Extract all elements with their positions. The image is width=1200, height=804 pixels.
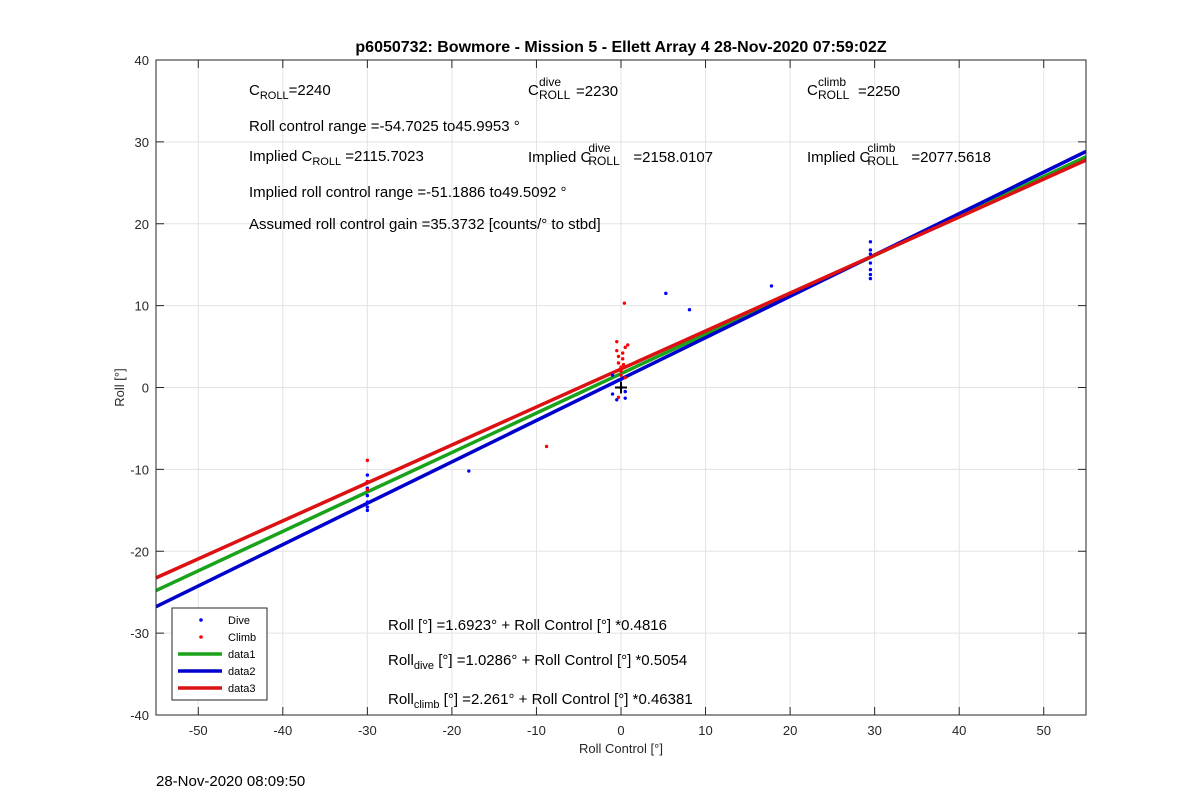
point-climb xyxy=(615,339,619,344)
x-tick-label: 50 xyxy=(1036,723,1050,738)
point-dive xyxy=(467,469,471,473)
legend-label-dive: Dive xyxy=(228,615,250,627)
y-tick-label: -40 xyxy=(130,708,149,723)
point-dive xyxy=(868,248,873,252)
legend-marker-dive xyxy=(199,618,203,622)
point-climb xyxy=(616,354,621,359)
point-dive xyxy=(610,373,615,377)
x-tick-label: 0 xyxy=(617,723,624,738)
point-dive xyxy=(610,381,615,386)
x-axis-label: Roll Control [°] xyxy=(579,741,663,756)
point-climb xyxy=(365,488,370,492)
footer-timestamp: 28-Nov-2020 08:09:50 xyxy=(156,773,306,790)
y-tick-label: 20 xyxy=(135,217,149,232)
point-dive xyxy=(365,493,370,498)
point-dive xyxy=(868,272,873,277)
point-dive xyxy=(687,308,692,312)
assumed-gain-annotation: Assumed roll control gain =35.3732 [coun… xyxy=(249,216,601,233)
point-dive xyxy=(619,377,623,382)
y-tick-label: 10 xyxy=(135,299,149,314)
point-dive xyxy=(615,398,619,402)
y-tick-label: -10 xyxy=(130,462,149,477)
point-climb xyxy=(620,351,625,355)
fit-dive-annotation: Rolldive [°] =1.0286° + Roll Control [°]… xyxy=(388,652,688,672)
y-tick-label: 40 xyxy=(135,53,149,68)
point-dive xyxy=(623,389,627,394)
point-dive xyxy=(868,240,873,244)
point-climb xyxy=(616,395,621,400)
fit-climb-annotation: Rollclimb [°] =2.261° + Roll Control [°]… xyxy=(388,691,693,711)
x-tick-label: 40 xyxy=(952,723,966,738)
x-tick-label: 30 xyxy=(867,723,881,738)
point-dive xyxy=(868,267,873,272)
x-tick-label: 20 xyxy=(783,723,797,738)
point-climb xyxy=(622,301,627,305)
point-climb xyxy=(365,458,370,463)
point-climb xyxy=(620,357,625,361)
x-tick-label: -10 xyxy=(527,723,546,738)
point-dive xyxy=(365,505,370,509)
point-climb xyxy=(619,365,623,369)
point-dive xyxy=(868,252,873,256)
y-tick-label: 30 xyxy=(135,135,149,150)
point-climb xyxy=(544,444,549,449)
chart-title: p6050732: Bowmore - Mission 5 - Ellett A… xyxy=(355,39,886,56)
point-dive xyxy=(664,291,668,296)
point-dive xyxy=(365,508,370,513)
fit-line-data3 xyxy=(156,158,1086,580)
point-climb xyxy=(619,369,623,373)
y-axis-label: Roll [°] xyxy=(112,368,127,406)
point-dive xyxy=(365,500,370,504)
fit-all-annotation: Roll [°] =1.6923° + Roll Control [°] *0.… xyxy=(388,617,667,634)
legend-marker-climb xyxy=(199,635,203,639)
point-dive xyxy=(868,261,873,265)
roll-control-range-annotation: Roll control range =-54.7025 to45.9953 ° xyxy=(249,118,520,135)
point-climb xyxy=(615,348,619,353)
x-tick-label: -20 xyxy=(443,723,462,738)
legend-label-data2: data2 xyxy=(228,666,256,678)
implied-roll-range-annotation: Implied roll control range =-51.1886 to4… xyxy=(249,184,567,201)
y-tick-label: -30 xyxy=(130,626,149,641)
x-tick-label: -50 xyxy=(189,723,208,738)
point-dive xyxy=(623,396,627,400)
legend-label-data3: data3 xyxy=(228,683,256,695)
point-dive xyxy=(610,392,615,396)
point-climb xyxy=(623,375,627,380)
legend-label-climb: Climb xyxy=(228,632,256,644)
x-tick-label: -30 xyxy=(358,723,377,738)
point-climb xyxy=(616,361,621,365)
point-dive xyxy=(868,276,873,281)
point-climb xyxy=(365,479,370,484)
y-tick-label: 0 xyxy=(142,381,149,396)
c-roll-annotation: CROLL=2240 xyxy=(249,82,331,102)
implied-c-roll-annotation: Implied CROLL =2115.7023 xyxy=(249,148,424,168)
point-dive xyxy=(365,473,370,477)
point-climb xyxy=(623,345,627,350)
legend-label-data1: data1 xyxy=(228,649,256,661)
point-climb xyxy=(621,362,626,367)
x-tick-label: -40 xyxy=(273,723,292,738)
point-dive xyxy=(769,284,774,288)
point-climb xyxy=(619,373,623,377)
y-tick-label: -20 xyxy=(130,544,149,559)
x-tick-label: 10 xyxy=(698,723,712,738)
point-climb xyxy=(626,343,630,347)
